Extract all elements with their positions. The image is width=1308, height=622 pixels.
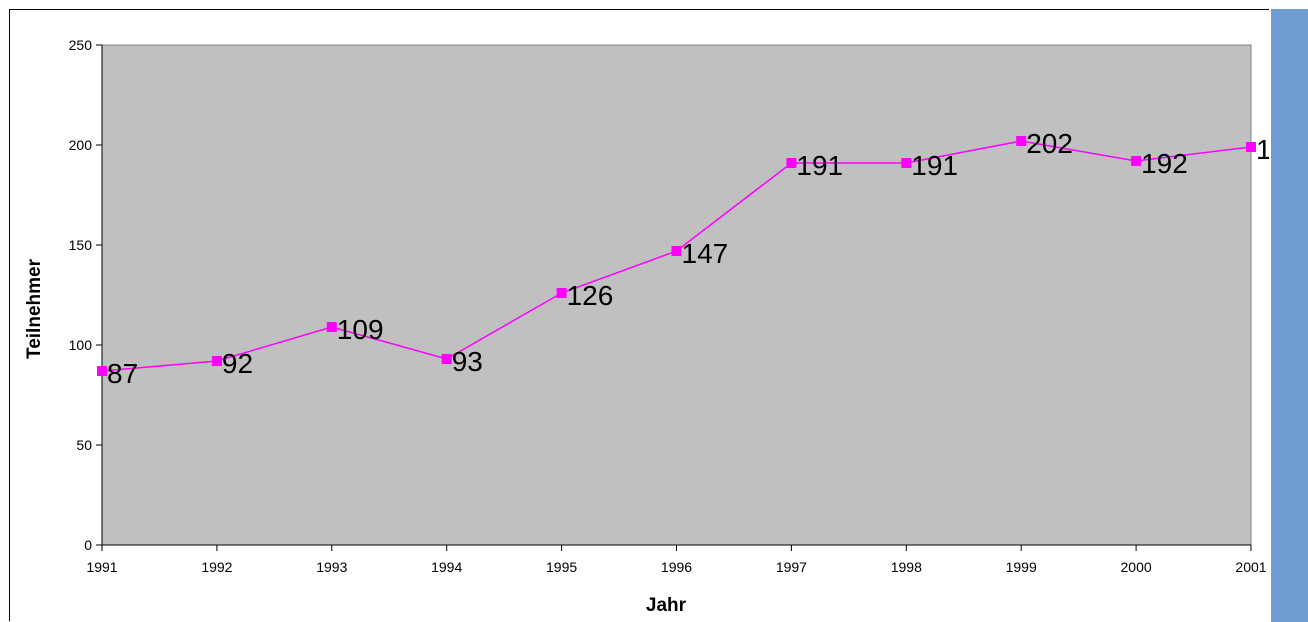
- x-tick-label: 1997: [776, 559, 807, 575]
- y-tick-label: 200: [69, 137, 93, 153]
- x-tick-label: 1991: [86, 559, 117, 575]
- y-tick-label: 0: [84, 537, 92, 553]
- y-axis: 0 50 100 150 200 250: [69, 37, 103, 553]
- x-tick-label: 1992: [201, 559, 232, 575]
- data-point-marker: [211, 356, 222, 366]
- data-label: 93: [452, 346, 483, 377]
- data-point-marker: [901, 158, 912, 168]
- data-label: 192: [1141, 148, 1188, 179]
- y-axis-title: Teilnehmer: [24, 258, 45, 359]
- data-label: 87: [107, 358, 138, 389]
- y-tick-label: 100: [69, 337, 93, 353]
- data-label: 109: [337, 314, 384, 345]
- data-point-marker: [671, 246, 682, 256]
- data-point-marker: [556, 288, 567, 298]
- data-point-marker: [786, 158, 797, 168]
- data-label: 147: [682, 238, 729, 269]
- data-point-marker: [1246, 142, 1256, 152]
- data-point-marker: [326, 322, 337, 332]
- data-label: 191: [796, 150, 843, 181]
- x-tick-label: 2000: [1121, 559, 1152, 575]
- x-tick-label: 1998: [891, 559, 922, 575]
- x-tick-label: 1994: [431, 559, 462, 575]
- x-tick-label: 1996: [661, 559, 692, 575]
- data-label: 126: [567, 280, 614, 311]
- data-label: 92: [222, 348, 253, 379]
- side-panel: [1269, 9, 1308, 622]
- x-tick-label: 1995: [546, 559, 577, 575]
- data-point-marker: [97, 366, 107, 376]
- data-point-marker: [1131, 156, 1142, 166]
- y-tick-label: 250: [69, 37, 93, 53]
- data-label: 202: [1026, 128, 1073, 159]
- y-tick-label: 150: [69, 237, 93, 253]
- x-tick-label: 1993: [316, 559, 347, 575]
- plot-area: [101, 44, 1252, 546]
- data-point-marker: [1016, 136, 1027, 146]
- x-axis-title: Jahr: [646, 595, 687, 616]
- x-tick-label: 1999: [1006, 559, 1037, 575]
- x-tick-label: 2001: [1235, 559, 1266, 575]
- data-label: 191: [911, 150, 958, 181]
- y-tick-label: 50: [76, 437, 92, 453]
- x-axis: 1991 1992 1993 1994 1995 1996 1997 1998 1999 2000…: [86, 544, 1267, 575]
- data-point-marker: [441, 354, 452, 364]
